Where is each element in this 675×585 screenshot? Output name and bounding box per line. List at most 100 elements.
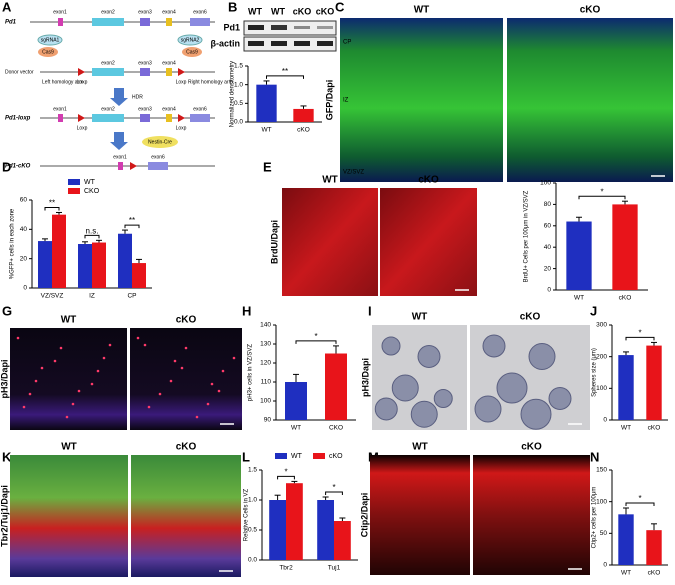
legend-label: WT: [291, 453, 303, 460]
cell: [16, 336, 20, 340]
bar: [269, 500, 286, 560]
loxp-label: Loxp: [176, 79, 187, 85]
arrow: [110, 88, 128, 106]
y-tick-label: 0: [603, 417, 607, 424]
cell: [22, 405, 26, 409]
floxed-label: Pd1-loxp: [5, 116, 31, 122]
micrograph: [10, 328, 127, 430]
y-tick-label: 100: [260, 398, 271, 405]
cre-label: Nestin-Cre: [148, 139, 172, 145]
sphere: [433, 389, 453, 408]
hdr-label: HDR: [132, 94, 143, 100]
lane-label: WT: [271, 6, 285, 16]
lane-label: cKO: [316, 6, 335, 16]
row-label: Pd1: [223, 22, 240, 32]
micrograph: [340, 18, 503, 182]
legend-label: WT: [84, 179, 96, 186]
significance-bracket: [44, 206, 60, 211]
panel-label: I: [368, 303, 372, 318]
cell: [77, 389, 81, 393]
y-tick-label: 40: [20, 226, 28, 233]
cell: [65, 415, 69, 419]
significance: *: [332, 483, 335, 492]
exon: [190, 114, 210, 122]
y-tick-label: 20: [544, 265, 552, 272]
band: [317, 41, 333, 46]
cell: [71, 402, 75, 406]
bar: [286, 483, 303, 560]
y-tick-label: 120: [260, 360, 271, 367]
cell: [158, 392, 162, 396]
cell: [96, 369, 100, 373]
bar: [92, 242, 106, 288]
exon-label: exon2: [101, 60, 115, 66]
zone-label: VZ/SVZ: [343, 170, 364, 176]
significance-bracket: [277, 475, 295, 480]
band: [271, 25, 287, 30]
exon-label: exon1: [53, 106, 67, 112]
exon-label: exon2: [101, 9, 115, 15]
y-tick-label: 100: [540, 180, 551, 187]
panel-label: J: [590, 303, 597, 318]
micrograph: [10, 455, 128, 577]
panel-label: B: [228, 0, 237, 14]
guide-label: sgRNA2: [181, 37, 200, 43]
y-tick-label: 300: [596, 322, 607, 329]
exon: [166, 68, 172, 76]
significance-bracket: [578, 195, 626, 200]
significance-bracket: [625, 336, 655, 341]
x-tick-label: VZ/SVZ: [41, 293, 64, 300]
bar: [317, 500, 334, 560]
cre: [142, 136, 178, 148]
sphere: [474, 395, 502, 423]
y-tick-label: 1.0: [248, 497, 257, 504]
significance-bracket: [625, 502, 655, 506]
image-ylabel: BrdU/Dapi: [269, 220, 279, 264]
x-tick-label: IZ: [89, 293, 95, 300]
cas9-label: Cas9: [42, 49, 54, 55]
x-tick-label: cKO: [648, 570, 661, 577]
bar: [256, 84, 277, 122]
exon-label: exon3: [138, 60, 152, 66]
image-title: cKO: [580, 5, 601, 16]
bar: [325, 353, 347, 420]
significance: **: [129, 216, 135, 225]
donor-label: Donor vector: [5, 69, 34, 75]
x-tick-label: WT: [621, 425, 631, 432]
x-tick-label: CKO: [329, 425, 343, 432]
image-ylabel: Tbr2/Tuj1/Dapi: [0, 485, 9, 547]
significance: *: [600, 187, 603, 196]
image-title: cKO: [520, 312, 541, 323]
loxp-label: Loxp: [77, 125, 88, 131]
cell: [173, 359, 177, 363]
y-tick-label: 20: [20, 255, 28, 262]
sphere: [496, 372, 528, 404]
bar: [334, 521, 351, 560]
sphere: [482, 334, 506, 358]
x-tick-label: Tbr2: [279, 565, 293, 572]
significance: *: [638, 494, 641, 503]
exon: [92, 68, 124, 76]
sphere: [391, 374, 419, 402]
y-tick-label: 100: [596, 385, 607, 392]
bar: [118, 233, 132, 288]
band: [294, 41, 310, 46]
y-axis-label: Normalized densitometry: [230, 61, 236, 127]
exon-label: exon4: [162, 106, 176, 112]
guide: [177, 34, 203, 46]
micrograph: [282, 188, 378, 296]
cas9: [182, 47, 202, 57]
bar: [293, 108, 314, 122]
image-title: cKO: [176, 315, 197, 326]
panel-label: E: [263, 159, 272, 174]
significance: **: [49, 199, 55, 208]
band: [271, 41, 287, 46]
y-tick-label: 60: [544, 223, 552, 230]
lane-label: cKO: [293, 6, 312, 16]
significance: n.s.: [86, 226, 99, 235]
cell: [59, 346, 63, 350]
panel-label: C: [335, 0, 345, 14]
y-tick-label: 110: [261, 379, 272, 386]
y-tick-label: 90: [264, 417, 272, 424]
loxp: [78, 68, 85, 76]
